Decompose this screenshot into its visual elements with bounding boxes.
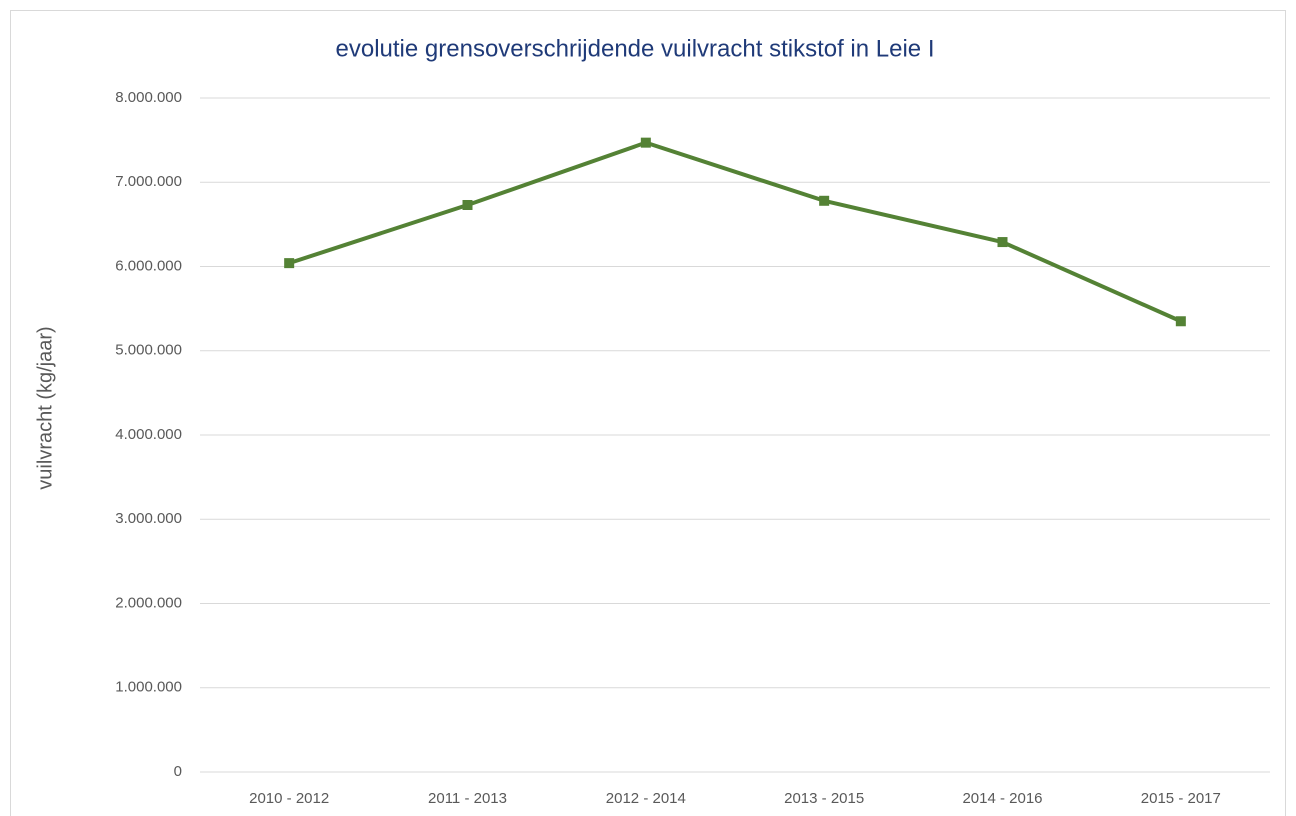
y-tick-label: 7.000.000 [115, 173, 182, 190]
y-tick-label: 2.000.000 [115, 594, 182, 611]
y-tick-label: 6.000.000 [115, 257, 182, 274]
point-marker [819, 195, 830, 206]
y-tick-label: 5.000.000 [115, 342, 182, 359]
chart-title: evolutie grensoverschrijdende vuilvracht… [336, 35, 935, 62]
point-marker [1175, 316, 1186, 327]
point-marker [284, 258, 295, 269]
x-tick-label: 2010 - 2012 [249, 790, 329, 807]
y-axis-label: vuilvracht (kg/jaar) [34, 326, 56, 489]
y-tick-label: 1.000.000 [115, 679, 182, 696]
x-tick-label: 2013 - 2015 [784, 790, 864, 807]
point-marker [462, 199, 473, 210]
x-tick-label: 2015 - 2017 [1141, 790, 1221, 807]
point-marker [640, 137, 651, 148]
chart-frame [10, 10, 1286, 816]
y-tick-label: 0 [174, 763, 182, 780]
x-tick-label: 2011 - 2013 [428, 790, 507, 807]
x-tick-label: 2014 - 2016 [962, 790, 1042, 807]
point-marker [997, 237, 1008, 248]
x-tick-label: 2012 - 2014 [606, 790, 686, 807]
series-line [288, 140, 1182, 324]
y-tick-label: 3.000.000 [115, 510, 182, 527]
y-tick-label: 4.000.000 [115, 426, 182, 443]
y-tick-label: 8.000.000 [115, 89, 182, 106]
